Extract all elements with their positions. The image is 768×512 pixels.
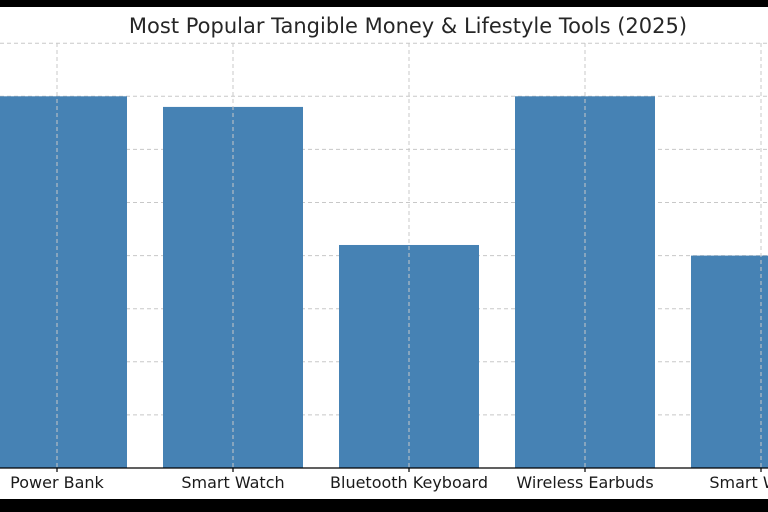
x-tick-label: Power Bank [10, 473, 104, 492]
bar [0, 96, 127, 469]
x-tick-label: Wireless Earbuds [516, 473, 653, 492]
bar-chart: Most Popular Tangible Money & Lifestyle … [0, 14, 768, 492]
x-tick-label: Bluetooth Keyboard [330, 473, 488, 492]
bar [339, 244, 479, 468]
x-tick-label: Smart Watch [709, 473, 768, 492]
bar [163, 106, 303, 469]
chart-frame: Most Popular Tangible Money & Lifestyle … [0, 7, 768, 499]
bar [691, 255, 768, 468]
x-tick-label: Smart Watch [181, 473, 284, 492]
chart-title: Most Popular Tangible Money & Lifestyle … [129, 14, 687, 38]
x-tick-labels: Power Bank Smart Watch Bluetooth Keyboard W… [10, 468, 768, 492]
bars [0, 43, 768, 469]
